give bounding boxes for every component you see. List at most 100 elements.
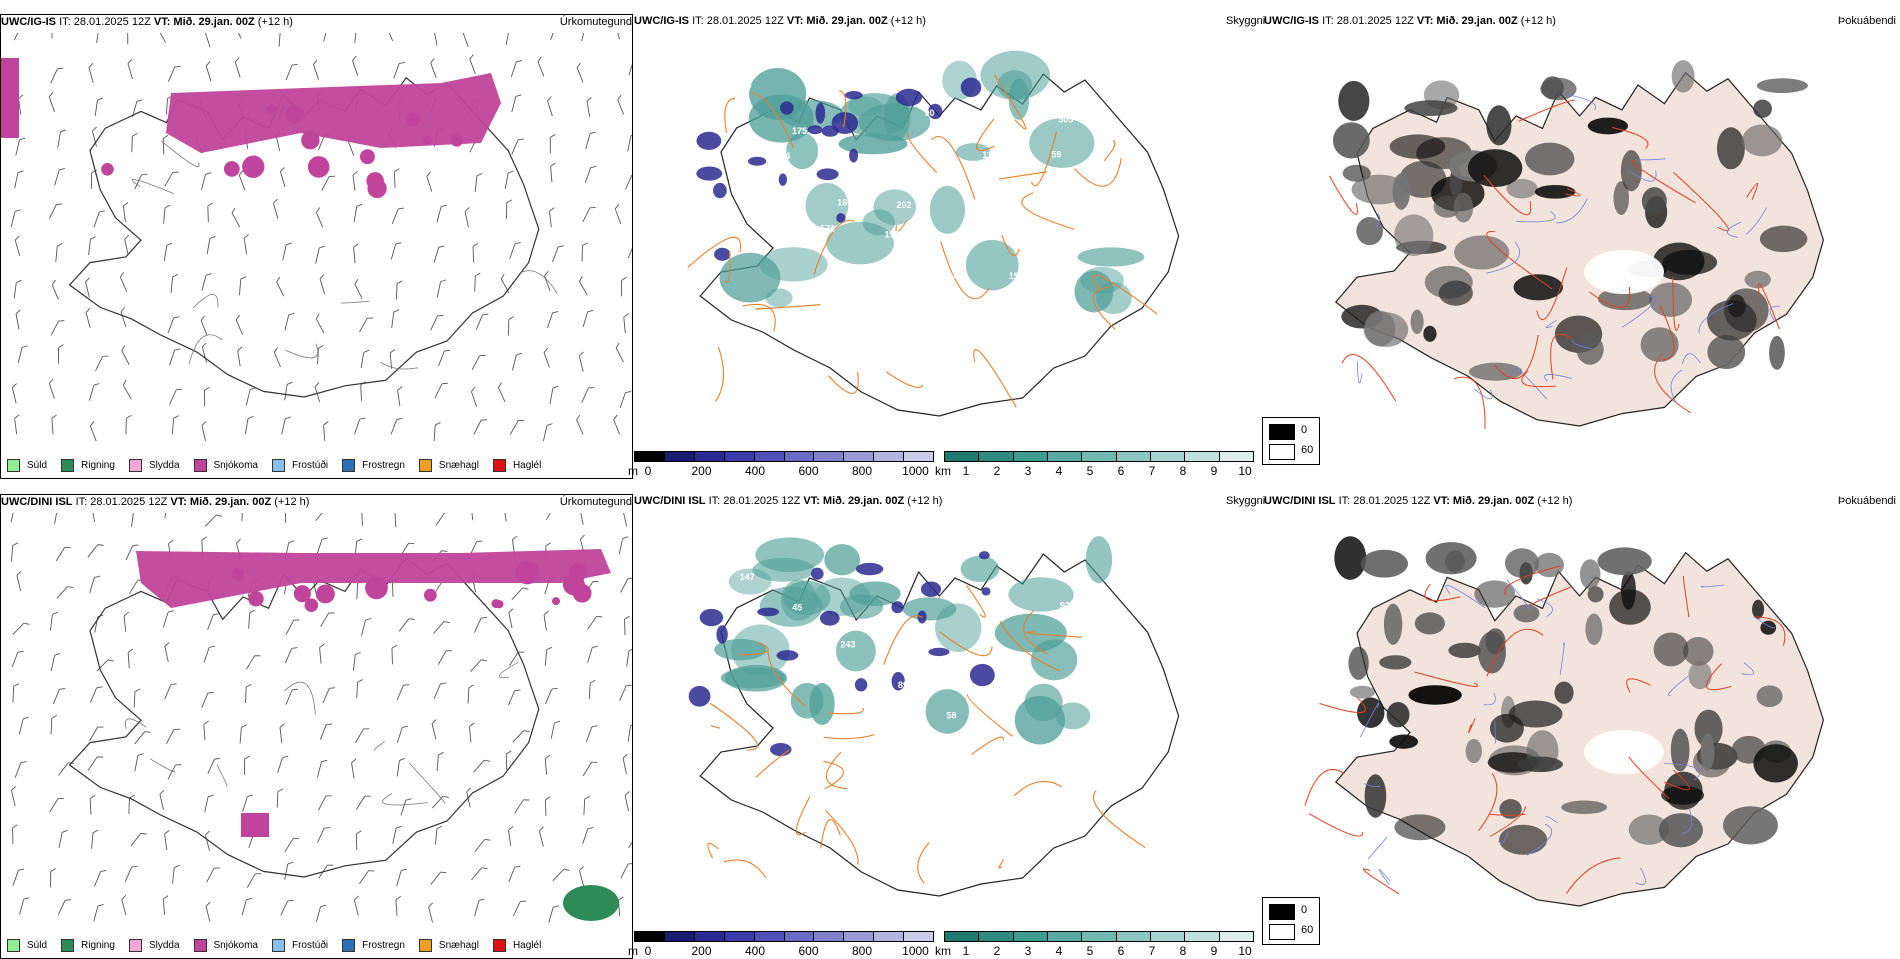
wind-barb xyxy=(165,682,177,701)
legend-label: Slydda xyxy=(149,940,180,951)
wind-barb xyxy=(15,310,24,330)
wind-barb xyxy=(13,683,19,702)
legend-item: Súld xyxy=(7,459,47,472)
colorbar-cell xyxy=(695,452,725,461)
wind-barb xyxy=(437,279,446,299)
wind-barb xyxy=(282,416,291,436)
glacier-area xyxy=(1584,730,1664,774)
ceiling-map: 1171751252022031575051441661791812185933… xyxy=(634,30,1264,445)
wind-barb xyxy=(90,575,100,595)
wind-barb xyxy=(513,899,526,918)
colorbar-cell xyxy=(945,932,979,941)
wind-barb xyxy=(245,684,251,703)
low-cloud-area xyxy=(902,597,956,620)
wind-barb xyxy=(474,758,490,776)
road-line xyxy=(708,843,719,858)
wind-barb xyxy=(204,387,209,406)
low-cloud-area xyxy=(849,581,900,606)
wind-barb xyxy=(354,203,362,223)
peak-value: 166 xyxy=(837,198,852,208)
fog-index-cell xyxy=(1390,134,1446,158)
road-line xyxy=(125,719,146,729)
precip-type-panel: UWC/DINI ISL IT: 28.01.2025 12Z VT: Mið.… xyxy=(0,494,633,959)
fog-index-cell xyxy=(1334,536,1366,580)
wind-barb xyxy=(164,242,172,262)
wind-barb xyxy=(92,830,99,849)
wind-barb xyxy=(397,725,408,745)
road-line xyxy=(1329,176,1357,215)
wind-barb xyxy=(551,33,563,42)
colorbar-cell xyxy=(1117,932,1151,941)
wind-barb xyxy=(391,417,403,437)
wind-barb xyxy=(207,866,220,885)
cloud-base-cell xyxy=(776,650,798,661)
wind-barb xyxy=(172,415,178,434)
wind-barb xyxy=(476,312,488,331)
colorbar-cell xyxy=(665,452,695,461)
wind-barb xyxy=(318,345,324,364)
issue-time: IT: 28.01.2025 12Z xyxy=(709,495,801,507)
lead-time: (+12 h) xyxy=(907,495,942,507)
wind-barb xyxy=(51,652,60,672)
low-cloud-area xyxy=(966,240,1019,291)
wind-barb xyxy=(235,315,247,334)
fog-map xyxy=(1264,32,1900,447)
cloud-base-cell xyxy=(811,568,824,580)
colorbar-cell xyxy=(904,932,933,941)
forecast-row: UWC/IG-IS IT: 28.01.2025 12Z VT: Mið. 29… xyxy=(0,14,1900,479)
wind-barb xyxy=(125,864,137,883)
fog-index-cell xyxy=(1499,799,1521,819)
colorbar-cell xyxy=(1048,452,1082,461)
wind-barb xyxy=(545,686,557,705)
fog-index-cell xyxy=(1609,589,1651,624)
issue-time: IT: 28.01.2025 12Z xyxy=(59,16,151,28)
wind-barb xyxy=(90,685,102,704)
valid-prefix: VT: xyxy=(154,16,171,28)
peak-value: 90 xyxy=(924,108,934,118)
legend-label: Snæhagl xyxy=(439,940,479,951)
wind-barb xyxy=(512,352,521,372)
lead-time: (+12 h) xyxy=(1537,495,1572,507)
wind-barb xyxy=(614,204,625,224)
colorbar-tick: 5 xyxy=(1087,464,1094,478)
fog-index-cell xyxy=(1348,647,1368,680)
valid-prefix: VT: xyxy=(1417,15,1434,27)
wind-barb xyxy=(471,658,487,676)
wind-barb xyxy=(94,869,106,888)
colorbar-cell xyxy=(1117,452,1151,461)
wind-barb xyxy=(95,97,103,117)
wind-barb xyxy=(323,422,329,441)
valid-time: Mið. 29.jan. 00Z xyxy=(1436,15,1517,27)
wind-barb xyxy=(202,171,212,191)
wind-barb xyxy=(318,793,331,812)
issue-time: IT: 28.01.2025 12Z xyxy=(692,15,784,27)
wind-barb xyxy=(503,513,511,522)
wind-barb xyxy=(434,245,444,265)
peak-value: 206 xyxy=(1004,756,1019,766)
wind-barb xyxy=(624,616,630,635)
wind-barb xyxy=(545,797,551,816)
fog-index-cell xyxy=(1742,124,1782,156)
wind-barb xyxy=(623,754,632,774)
wind-barb xyxy=(285,646,297,665)
wind-barb xyxy=(14,33,27,42)
wind-barb xyxy=(205,794,214,814)
fog-index-cell xyxy=(1757,78,1808,93)
wind-barb xyxy=(204,644,215,664)
fog-map xyxy=(1264,512,1900,927)
legend-item: Snæhagl xyxy=(419,459,479,472)
wind-barb xyxy=(475,173,482,192)
wind-barb xyxy=(170,387,182,406)
fog-index-cell xyxy=(1752,600,1764,619)
legend-label: Snæhagl xyxy=(439,460,479,471)
wind-barb xyxy=(579,866,589,886)
low-cloud-area xyxy=(752,558,814,582)
wind-barb xyxy=(122,380,136,399)
wind-barb xyxy=(621,576,632,595)
wind-barb xyxy=(13,621,30,638)
cloud-base-cell xyxy=(757,608,779,617)
cloud-base-cell xyxy=(921,581,941,596)
legend-item: Frostúði xyxy=(272,459,328,472)
wind-barb xyxy=(625,172,632,191)
